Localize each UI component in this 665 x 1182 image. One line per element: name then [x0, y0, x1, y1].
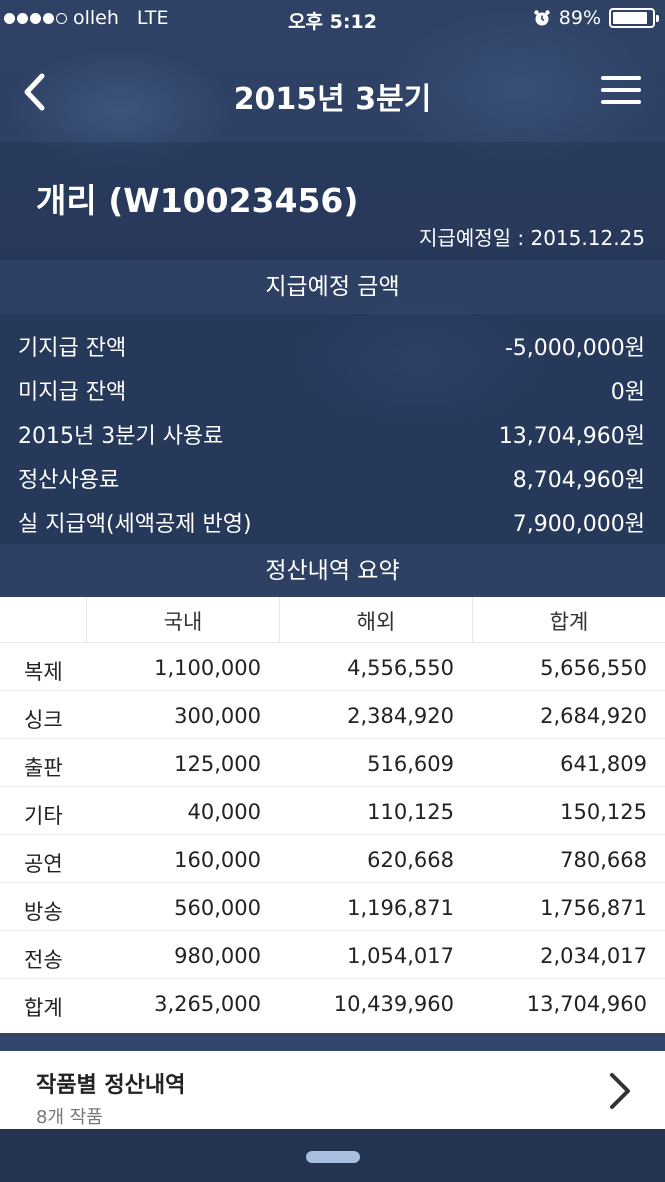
- cell-total: 150,125: [560, 800, 647, 824]
- payment-value: 13,704,960원: [498, 424, 645, 449]
- cell-overseas: 516,609: [367, 752, 454, 776]
- menu-icon-line: [601, 100, 641, 104]
- cell-total: 2,034,017: [540, 944, 647, 968]
- table-row: 싱크 300,000 2,384,920 2,684,920: [0, 691, 665, 739]
- row-category: 출판: [24, 756, 63, 780]
- status-time: 오후 5:12: [288, 11, 377, 33]
- table-row: 출판 125,000 516,609 641,809: [0, 739, 665, 787]
- menu-icon-line: [601, 88, 641, 92]
- cell-overseas: 1,054,017: [347, 944, 454, 968]
- battery-icon: [609, 8, 659, 28]
- payment-row: 정산사용료 8,704,960원: [0, 452, 665, 496]
- table-row: 방송 560,000 1,196,871 1,756,871: [0, 883, 665, 931]
- back-button[interactable]: [18, 70, 54, 114]
- status-left: olleh LTE: [4, 7, 169, 29]
- row-category: 방송: [24, 900, 63, 924]
- summary-section-title: 정산내역 요약: [0, 545, 665, 597]
- payment-row: 실 지급액(세액공제 반영) 7,900,000원: [0, 496, 665, 540]
- status-right: 89%: [533, 7, 659, 29]
- table-row: 복제 1,100,000 4,556,550 5,656,550: [0, 643, 665, 691]
- summary-table: 국내 해외 합계 복제 1,100,000 4,556,550 5,656,55…: [0, 597, 665, 1033]
- menu-button[interactable]: [601, 76, 641, 108]
- column-header-total: 합계: [472, 597, 665, 643]
- table-row: 기타 40,000 110,125 150,125: [0, 787, 665, 835]
- row-category: 기타: [24, 804, 63, 828]
- cell-overseas: 10,439,960: [333, 992, 454, 1016]
- payment-row: 2015년 3분기 사용료 13,704,960원: [0, 408, 665, 452]
- cell-domestic: 560,000: [174, 896, 261, 920]
- cell-domestic: 160,000: [174, 848, 261, 872]
- cell-overseas: 2,384,920: [347, 704, 454, 728]
- row-category: 합계: [24, 996, 63, 1020]
- chevron-left-icon: [24, 73, 45, 111]
- cell-overseas: 110,125: [367, 800, 454, 824]
- artist-name: 개리 (W10023456): [36, 181, 359, 220]
- cell-domestic: 300,000: [174, 704, 261, 728]
- cell-domestic: 980,000: [174, 944, 261, 968]
- row-category: 복제: [24, 660, 63, 684]
- table-row: 전송 980,000 1,054,017 2,034,017: [0, 931, 665, 979]
- works-detail-link[interactable]: 작품별 정산내역 8개 작품: [0, 1051, 665, 1129]
- payment-value: 8,704,960원: [512, 468, 645, 493]
- payment-label: 실 지급액(세액공제 반영): [18, 512, 252, 537]
- table-header: 국내 해외 합계: [0, 597, 665, 643]
- cell-overseas: 4,556,550: [347, 656, 454, 680]
- payment-label: 미지급 잔액: [18, 380, 127, 405]
- cell-domestic: 1,100,000: [154, 656, 261, 680]
- payment-value: -5,000,000원: [504, 336, 645, 361]
- signal-icon: [4, 12, 67, 24]
- row-category: 싱크: [24, 708, 63, 732]
- pay-date: 지급예정일 : 2015.12.25: [419, 226, 645, 250]
- cell-domestic: 125,000: [174, 752, 261, 776]
- status-bar: olleh LTE 오후 5:12 89%: [0, 0, 665, 38]
- carrier-label: olleh: [73, 7, 119, 29]
- cell-total: 1,756,871: [540, 896, 647, 920]
- cell-domestic: 40,000: [187, 800, 261, 824]
- payment-value: 7,900,000원: [512, 512, 645, 537]
- artist-header: 개리 (W10023456) 지급예정일 : 2015.12.25: [0, 142, 665, 260]
- row-category: 공연: [24, 852, 63, 876]
- drawer-handle[interactable]: [306, 1151, 360, 1163]
- column-header-domestic: 국내: [86, 597, 279, 643]
- payment-section-title: 지급예정 금액: [0, 261, 665, 313]
- page-title: 2015년 3분기: [233, 82, 432, 117]
- table-row: 공연 160,000 620,668 780,668: [0, 835, 665, 883]
- nav-bar: 2015년 3분기: [0, 50, 665, 134]
- cell-total: 5,656,550: [540, 656, 647, 680]
- payment-row: 기지급 잔액 -5,000,000원: [0, 320, 665, 364]
- cell-overseas: 620,668: [367, 848, 454, 872]
- alarm-icon: [534, 10, 550, 26]
- network-label: LTE: [136, 7, 169, 29]
- works-title: 작품별 정산내역: [36, 1073, 186, 1098]
- payment-label: 정산사용료: [18, 468, 120, 493]
- payment-list: 기지급 잔액 -5,000,000원 미지급 잔액 0원 2015년 3분기 사…: [0, 314, 665, 544]
- cell-total: 13,704,960: [526, 992, 647, 1016]
- cell-overseas: 1,196,871: [347, 896, 454, 920]
- battery-percent: 89%: [558, 7, 601, 29]
- column-header-overseas: 해외: [279, 597, 472, 643]
- cell-total: 641,809: [560, 752, 647, 776]
- cell-domestic: 3,265,000: [154, 992, 261, 1016]
- cell-total: 2,684,920: [540, 704, 647, 728]
- payment-label: 2015년 3분기 사용료: [18, 424, 224, 449]
- row-category: 전송: [24, 948, 63, 972]
- cell-total: 780,668: [560, 848, 647, 872]
- menu-icon-line: [601, 76, 641, 80]
- chevron-right-icon: [610, 1073, 630, 1109]
- payment-value: 0원: [610, 380, 645, 405]
- payment-row: 미지급 잔액 0원: [0, 364, 665, 408]
- payment-label: 기지급 잔액: [18, 336, 127, 361]
- table-row-total: 합계 3,265,000 10,439,960 13,704,960: [0, 979, 665, 1027]
- bottom-bar: [0, 1129, 665, 1182]
- works-count: 8개 작품: [36, 1107, 103, 1128]
